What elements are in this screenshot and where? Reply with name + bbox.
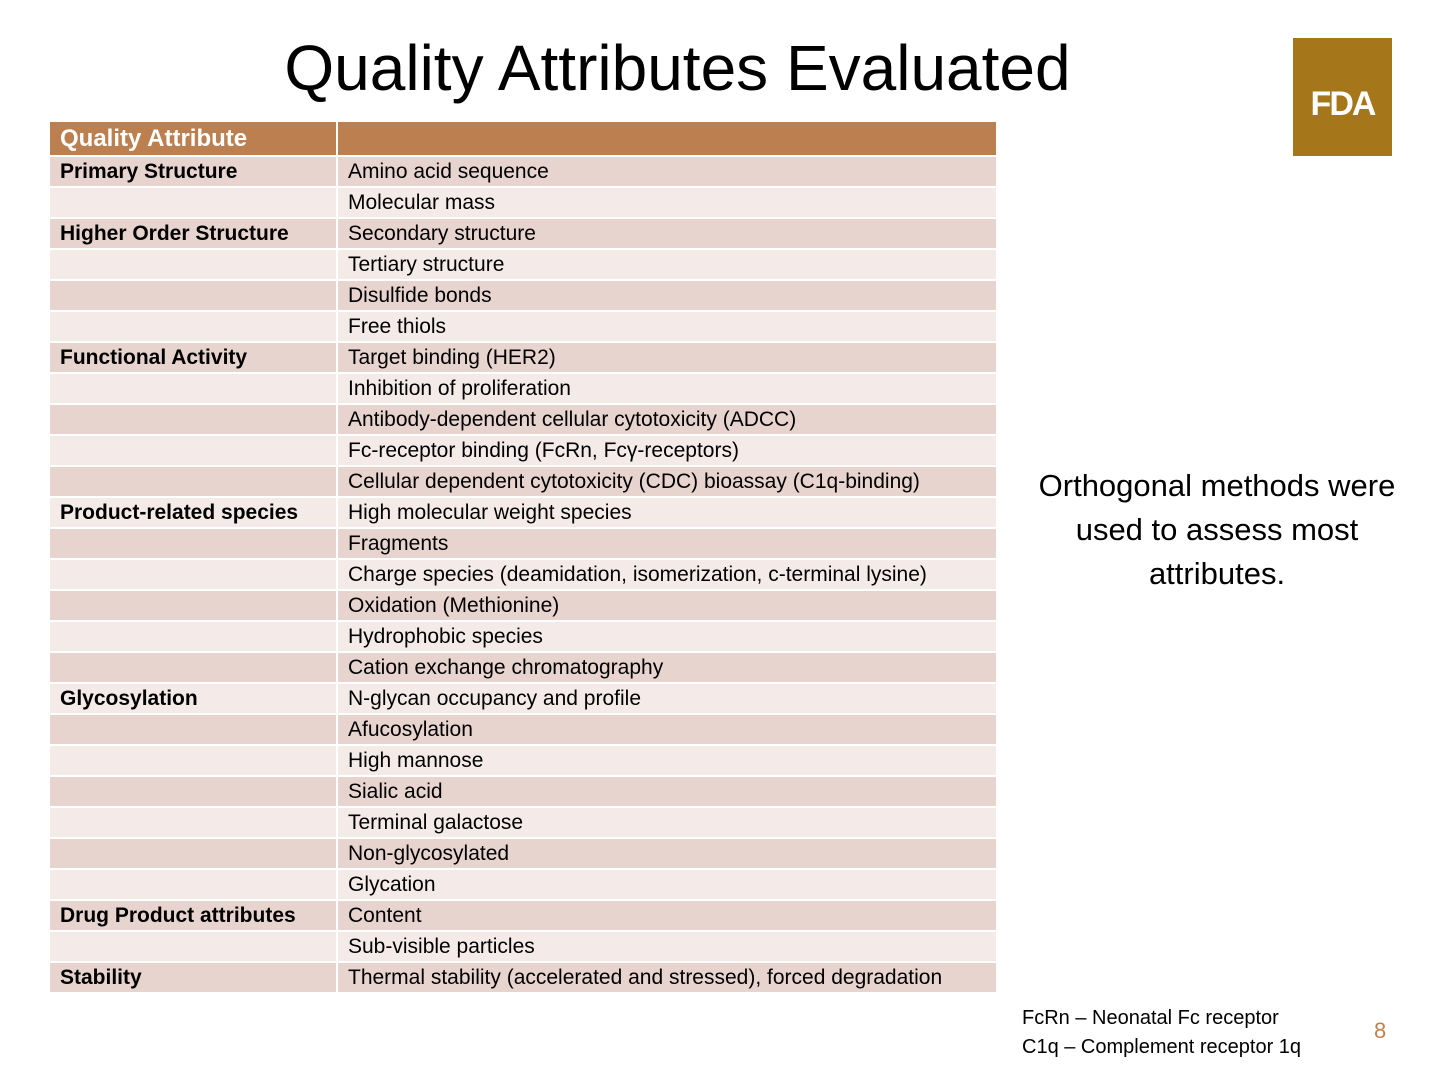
row-category (48, 279, 338, 312)
row-attribute: Cation exchange chromatography (336, 651, 998, 684)
row-attribute: Fc-receptor binding (FcRn, Fcγ-receptors… (336, 434, 998, 467)
row-attribute: Secondary structure (336, 217, 998, 250)
row-attribute: Disulfide bonds (336, 279, 998, 312)
row-category (48, 806, 338, 839)
row-category (48, 372, 338, 405)
row-attribute: Amino acid sequence (336, 155, 998, 188)
row-attribute: Molecular mass (336, 186, 998, 219)
row-attribute: Content (336, 899, 998, 932)
table-row: Inhibition of proliferation (48, 372, 998, 405)
row-category (48, 527, 338, 560)
row-category: Product-related species (48, 496, 338, 529)
row-category (48, 403, 338, 436)
row-category (48, 837, 338, 870)
table-row: Product-related species High molecular we… (48, 496, 998, 529)
row-attribute: Target binding (HER2) (336, 341, 998, 374)
row-attribute: Non-glycosylated (336, 837, 998, 870)
row-category (48, 868, 338, 901)
orthogonal-methods-note: Orthogonal methods were used to assess m… (1038, 468, 1396, 591)
row-attribute: High molecular weight species (336, 496, 998, 529)
footnotes: FcRn – Neonatal Fc receptor C1q – Comple… (1022, 1004, 1301, 1062)
row-category (48, 775, 338, 808)
row-category (48, 186, 338, 219)
row-category: Stability (48, 961, 338, 994)
row-attribute: Glycation (336, 868, 998, 901)
row-attribute: Antibody-dependent cellular cytotoxicity… (336, 403, 998, 436)
row-category: Drug Product attributes (48, 899, 338, 932)
row-attribute: Sub-visible particles (336, 930, 998, 963)
table-row: Cation exchange chromatography (48, 651, 998, 684)
row-category: Functional Activity (48, 341, 338, 374)
footnote-c1q: C1q – Complement receptor 1q (1022, 1036, 1302, 1058)
row-category (48, 744, 338, 777)
row-category (48, 434, 338, 467)
row-attribute: Fragments (336, 527, 998, 560)
row-attribute: Cellular dependent cytotoxicity (CDC) bi… (336, 465, 998, 498)
table-header-row: Quality Attribute (48, 120, 998, 157)
row-attribute: Free thiols (336, 310, 998, 343)
row-attribute: Tertiary structure (336, 248, 998, 281)
table-header-detail (336, 120, 998, 157)
table-row: Fc-receptor binding (FcRn, Fcγ-receptors… (48, 434, 998, 467)
row-attribute: N-glycan occupancy and profile (336, 682, 998, 715)
row-category: Glycosylation (48, 682, 338, 715)
row-category (48, 310, 338, 343)
table-row: Afucosylation (48, 713, 998, 746)
table-row: Antibody-dependent cellular cytotoxicity… (48, 403, 998, 436)
table-row: Glycation (48, 868, 998, 901)
table-row: Functional Activity Target binding (HER2) (48, 341, 998, 374)
row-attribute: High mannose (336, 744, 998, 777)
row-category (48, 713, 338, 746)
row-attribute: Oxidation (Methionine) (336, 589, 998, 622)
row-category (48, 651, 338, 684)
table-row: Non-glycosylated (48, 837, 998, 870)
row-attribute: Thermal stability (accelerated and stres… (336, 961, 998, 994)
table-row: Charge species (deamidation, isomerizati… (48, 558, 998, 591)
row-category (48, 589, 338, 622)
row-attribute: Terminal galactose (336, 806, 998, 839)
table-row: Oxidation (Methionine) (48, 589, 998, 622)
fda-logo: FDA (1293, 38, 1392, 156)
table-row: Molecular mass (48, 186, 998, 219)
table-row: Primary Structure Amino acid sequence (48, 155, 998, 188)
table-row: Tertiary structure (48, 248, 998, 281)
row-category (48, 248, 338, 281)
table-row: Higher Order Structure Secondary structur… (48, 217, 998, 250)
table-body: Primary Structure Amino acid sequence Mole… (48, 155, 998, 994)
table-row: Sialic acid (48, 775, 998, 808)
table-row: Fragments (48, 527, 998, 560)
row-category (48, 620, 338, 653)
table-row: Sub-visible particles (48, 930, 998, 963)
table-row: High mannose (48, 744, 998, 777)
row-attribute: Inhibition of proliferation (336, 372, 998, 405)
row-category: Higher Order Structure (48, 217, 338, 250)
page-number: 8 (1374, 1018, 1387, 1043)
row-attribute: Charge species (deamidation, isomerizati… (336, 558, 998, 591)
table-header-quality-attribute: Quality Attribute (48, 120, 338, 157)
table-row: Disulfide bonds (48, 279, 998, 312)
row-category (48, 558, 338, 591)
row-category (48, 930, 338, 963)
fda-logo-text: FDA (1310, 85, 1377, 123)
table-row: Stability Thermal stability (accelerated … (48, 961, 998, 994)
footnote-fcrn: FcRn – Neonatal Fc receptor (1022, 1007, 1279, 1029)
table-row: Cellular dependent cytotoxicity (CDC) bi… (48, 465, 998, 498)
slide-title: Quality Attributes Evaluated (284, 32, 1071, 104)
table-row: Drug Product attributes Content (48, 899, 998, 932)
row-category: Primary Structure (48, 155, 338, 188)
table-row: Glycosylation N-glycan occupancy and prof… (48, 682, 998, 715)
table-row: Terminal galactose (48, 806, 998, 839)
row-attribute: Hydrophobic species (336, 620, 998, 653)
table-row: Hydrophobic species (48, 620, 998, 653)
quality-attributes-table: Quality Attribute Primary Structure Amino… (48, 120, 998, 994)
row-category (48, 465, 338, 498)
row-attribute: Afucosylation (336, 713, 998, 746)
table-row: Free thiols (48, 310, 998, 343)
row-attribute: Sialic acid (336, 775, 998, 808)
